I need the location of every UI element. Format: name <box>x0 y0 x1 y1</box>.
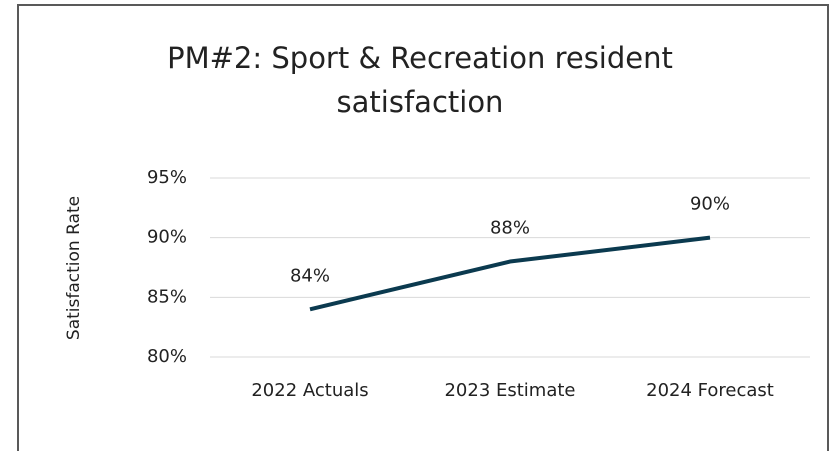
y-tick-label: 90% <box>147 227 187 248</box>
x-tick-label: 2023 Estimate <box>444 380 575 401</box>
x-tick-label: 2024 Forecast <box>646 380 774 401</box>
chart-frame <box>17 4 829 451</box>
data-label: 84% <box>290 265 330 286</box>
data-label: 90% <box>690 194 730 215</box>
y-tick-label: 85% <box>147 286 187 307</box>
x-tick-label: 2022 Actuals <box>251 380 368 401</box>
y-tick-label: 95% <box>147 167 187 188</box>
chart-title: PM#2: Sport & Recreation resident satisf… <box>167 41 673 119</box>
y-axis-label: Satisfaction Rate <box>64 196 84 340</box>
line-series <box>309 235 711 312</box>
y-tick-label: 80% <box>147 346 187 367</box>
data-label: 88% <box>490 218 530 239</box>
